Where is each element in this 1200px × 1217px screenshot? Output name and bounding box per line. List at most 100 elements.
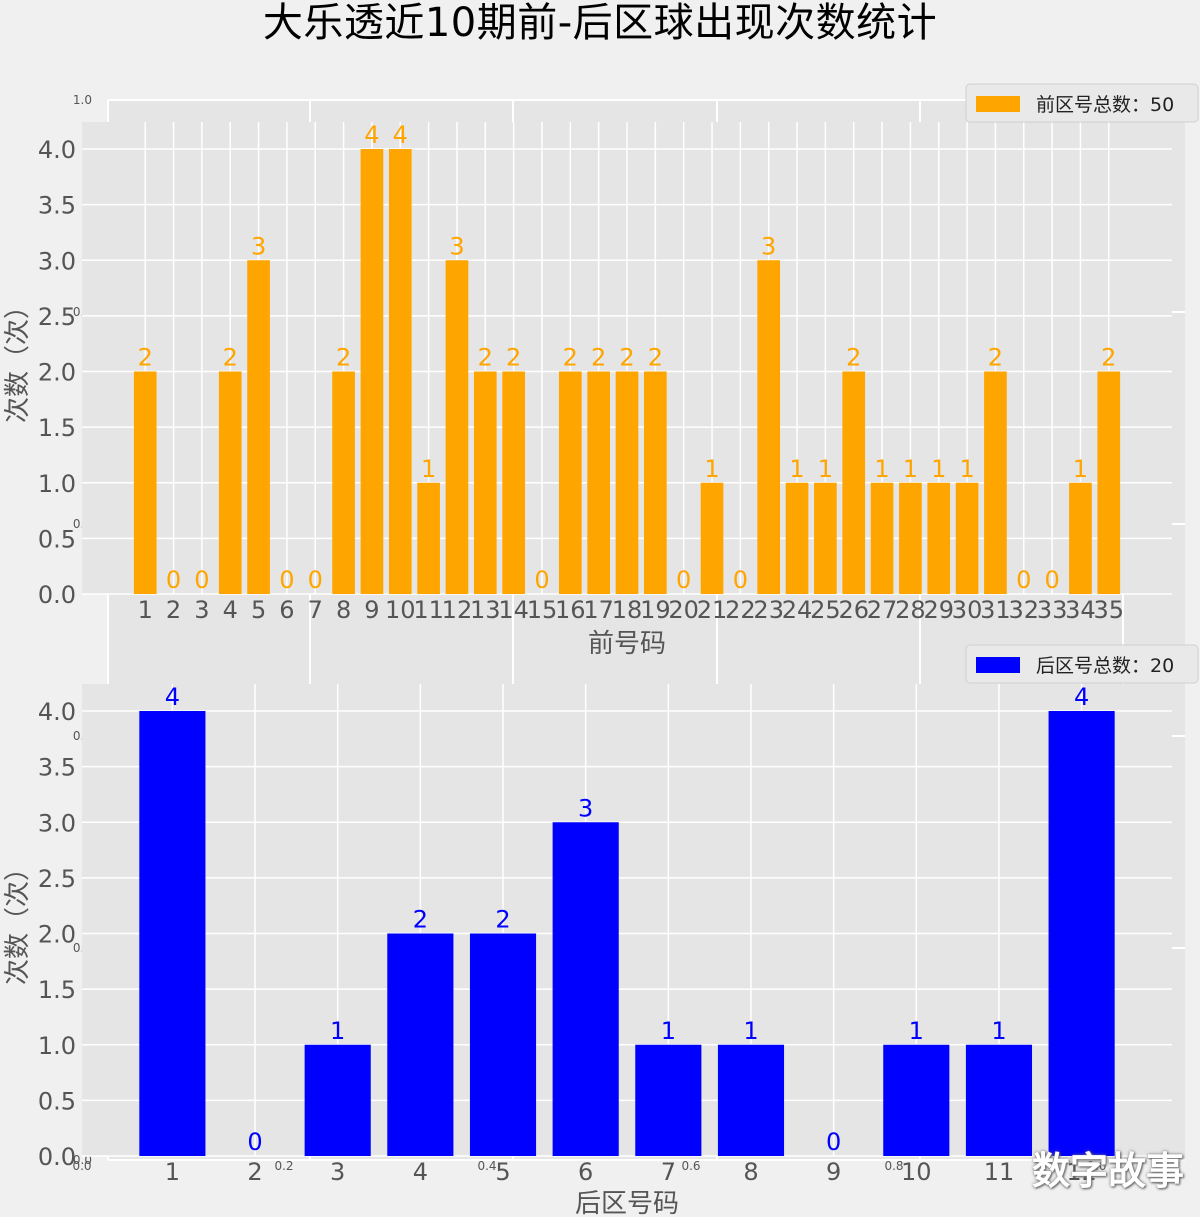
background-tick-x: 0.8 [884,1159,903,1173]
back-y-tick-label: 4.0 [38,698,76,726]
back-legend: 后区号总数：20 [965,644,1199,684]
front-x-tick-label: 26 [838,596,869,624]
back-y-axis-label: 次数（次） [3,855,33,985]
front-x-tick-label: 31 [980,596,1011,624]
front-x-tick-label: 21 [697,596,728,624]
back-x-tick-label: 10 [901,1158,932,1186]
front-bar [757,260,781,594]
back-data-label: 2 [495,906,510,934]
back-data-label: 1 [661,1017,676,1045]
front-bar [700,482,724,594]
front-y-tick-label: 1.0 [38,470,76,498]
front-data-label: 1 [931,455,946,483]
front-data-label: 1 [903,455,918,483]
front-bar [445,260,469,594]
back-bar [387,933,454,1156]
front-data-label: 1 [704,455,719,483]
front-x-tick-label: 4 [223,596,238,624]
front-data-label: 1 [421,455,436,483]
front-bar [927,482,951,594]
front-data-label: 1 [874,455,889,483]
front-data-label: 4 [364,121,379,149]
front-y-tick-label: 2.0 [38,359,76,387]
front-data-label: 0 [194,566,209,594]
front-bar [332,371,355,594]
front-legend: 前区号总数：50 [965,83,1199,123]
watermark: 数字故事 [1031,1149,1184,1193]
front-bar [133,371,157,594]
back-x-tick-label: 1 [165,1158,180,1186]
front-bar [644,371,667,594]
front-x-tick-label: 29 [923,596,954,624]
front-data-label: 4 [393,121,408,149]
front-data-label: 2 [563,344,578,372]
front-x-tick-label: 13 [470,596,501,624]
front-bar [473,371,497,594]
front-bar [502,371,525,594]
front-data-label: 0 [308,566,323,594]
background-tick-x: 0.6 [681,1159,700,1173]
front-x-axis-label: 前号码 [588,629,666,659]
front-x-tick-label: 6 [279,596,294,624]
front-data-label: 2 [591,344,606,372]
front-x-tick-label: 7 [308,596,323,624]
front-x-tick-label: 17 [583,596,614,624]
front-data-label: 2 [846,344,861,372]
back-bar [304,1044,371,1156]
front-data-label: 0 [166,566,181,594]
front-x-tick-label: 25 [810,596,841,624]
front-x-tick-label: 32 [1008,596,1039,624]
back-data-label: 0 [826,1128,841,1156]
front-data-label: 1 [1073,455,1088,483]
front-bar [899,482,922,594]
background-tick-x: 0.4 [477,1159,496,1173]
back-x-tick-label: 4 [413,1158,428,1186]
front-data-label: 0 [534,566,549,594]
front-x-tick-label: 19 [640,596,671,624]
back-legend-swatch [976,657,1020,673]
back-y-tick-label: 0.5 [38,1087,76,1115]
front-x-tick-label: 2 [166,596,181,624]
front-data-label: 2 [619,344,634,372]
front-x-tick-label: 8 [336,596,351,624]
back-data-label: 1 [991,1017,1006,1045]
front-bar [955,482,979,594]
front-bar [587,371,610,594]
front-x-tick-label: 35 [1094,596,1125,624]
front-data-label: 2 [223,344,238,372]
front-x-tick-label: 14 [498,596,529,624]
front-data-label: 2 [138,344,153,372]
front-data-label: 0 [279,566,294,594]
front-bar [388,149,412,594]
front-data-label: 3 [761,232,776,260]
front-bar [1069,482,1092,594]
back-bar [552,822,619,1156]
front-x-tick-label: 28 [895,596,926,624]
front-data-label: 3 [449,232,464,260]
back-x-tick-label: 12 [1066,1158,1097,1186]
back-bar [469,933,537,1156]
front-y-tick-label: 0.5 [38,525,76,553]
back-y-tick-label: 3.5 [38,754,76,782]
back-x-tick-label: 7 [661,1158,676,1186]
front-data-label: 0 [733,566,748,594]
front-bar [615,371,639,594]
front-y-axis-label: 次数（次） [3,293,33,423]
front-x-tick-label: 5 [251,596,266,624]
front-data-label: 0 [1016,566,1031,594]
front-legend-box [965,83,1199,123]
front-x-tick-label: 1 [138,596,153,624]
front-x-tick-label: 30 [952,596,983,624]
background-tick-y: 1.0 [73,93,92,107]
front-x-tick-label: 22 [725,596,756,624]
front-data-label: 3 [251,232,266,260]
front-x-tick-label: 12 [442,596,473,624]
back-y-tick-label: 2.0 [38,921,76,949]
front-bar [785,482,809,594]
front-data-label: 1 [818,455,833,483]
back-x-tick-label: 2 [247,1158,262,1186]
front-bar [218,371,242,594]
